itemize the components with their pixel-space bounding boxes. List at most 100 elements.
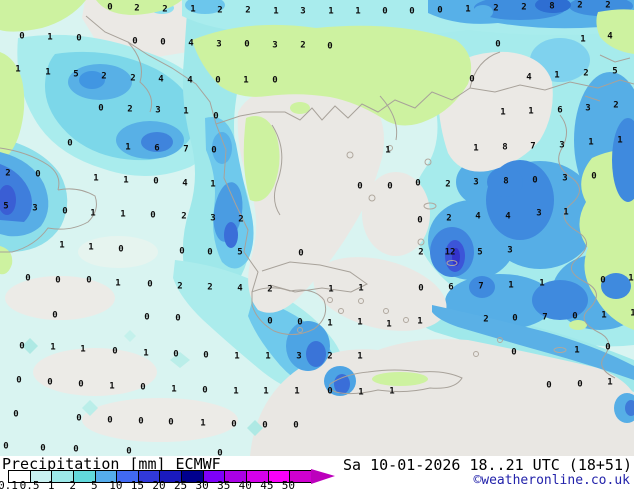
precip-value: 0 [409, 6, 415, 17]
precip-value: 0 [179, 246, 185, 257]
precip-value: 1 [607, 377, 613, 388]
legend-segment [95, 471, 118, 482]
precip-value: 3 [507, 245, 513, 256]
precip-value: 1 [465, 4, 471, 15]
precip-value: 1 [628, 273, 634, 284]
precip-value: 1 [265, 351, 271, 362]
precip-heavy-cores [0, 64, 634, 436]
precip-value: 0 [55, 275, 61, 286]
legend-segment [52, 471, 74, 482]
precip-value: 4 [475, 211, 481, 222]
precip-value: 3 [536, 208, 542, 219]
precip-value: 3 [272, 40, 278, 51]
precip-value: 1 [328, 6, 334, 17]
precip-value: 5 [477, 247, 483, 258]
precip-value: 0 [144, 312, 150, 323]
precip-value: 0 [86, 275, 92, 286]
precip-value: 0 [297, 317, 303, 328]
precip-value: 2 [577, 0, 583, 11]
precip-value: 1 [417, 316, 423, 327]
precip-value: 3 [473, 177, 479, 188]
precip-value: 0 [153, 176, 159, 187]
precip-value: 1 [143, 348, 149, 359]
precip-value: 1 [355, 6, 361, 17]
precip-value: 2 [327, 351, 333, 362]
precip-value: 1 [88, 242, 94, 253]
legend-segment [290, 471, 311, 482]
precip-value: 2 [177, 281, 183, 292]
precip-value: 1 [528, 106, 534, 117]
precip-value: 5 [612, 66, 618, 77]
precip-value: 4 [187, 75, 193, 86]
precip-value: 1 [580, 34, 586, 45]
precip-value: 0 [107, 2, 113, 13]
precip-value: 0 [415, 178, 421, 189]
precip-value: 1 [50, 342, 56, 353]
precip-value: 8 [549, 1, 555, 12]
legend-segment [160, 471, 183, 482]
precip-value: 0 [175, 313, 181, 324]
precip-value: 0 [213, 111, 219, 122]
precip-value: 1 [125, 142, 131, 153]
precip-value: 2 [207, 282, 213, 293]
legend-tick: 45 [260, 479, 274, 490]
precip-value: 7 [530, 141, 536, 152]
precip-value: 1 [588, 137, 594, 148]
precip-value: 1 [508, 280, 514, 291]
precip-value: 1 [358, 387, 364, 398]
precip-value: 0 [231, 419, 237, 430]
precip-value: 1 [357, 351, 363, 362]
precip-value: 2 [446, 213, 452, 224]
precip-value: 1 [200, 418, 206, 429]
precip-value: 0 [217, 448, 223, 459]
precip-value: 0 [19, 31, 25, 42]
precip-value: 0 [387, 181, 393, 192]
precip-value: 3 [216, 39, 222, 50]
precip-value: 2 [300, 40, 306, 51]
precip-value: 1 [358, 283, 364, 294]
precip-value: 8 [502, 142, 508, 153]
legend-segment [30, 471, 53, 482]
precip-value: 1 [210, 179, 216, 190]
precip-value: 4 [505, 211, 511, 222]
precip-value: 0 [78, 379, 84, 390]
precip-value: 1 [386, 319, 392, 330]
precip-value: 0 [417, 215, 423, 226]
precip-value: 1 [539, 278, 545, 289]
precip-value: 1 [574, 345, 580, 356]
precip-value: 0 [73, 444, 79, 455]
precip-value: 2 [5, 168, 11, 179]
precip-value: 0 [469, 74, 475, 85]
precip-value: 0 [512, 313, 518, 324]
precip-value: 0 [495, 39, 501, 50]
precip-value: 1 [328, 284, 334, 295]
precip-value: 3 [155, 105, 161, 116]
legend-tick: 35 [217, 479, 231, 490]
precip-value: 0 [132, 36, 138, 47]
precip-value: 0 [532, 175, 538, 186]
precip-value: 1 [357, 317, 363, 328]
precip-value: 2 [418, 247, 424, 258]
precip-value: 1 [90, 208, 96, 219]
precip-value: 1 [59, 240, 65, 251]
precip-value: 1 [473, 143, 479, 154]
precip-value: 0 [577, 379, 583, 390]
precip-value: 3 [32, 203, 38, 214]
precip-value: 0 [605, 342, 611, 353]
legend-ticks: 0.1 0.5 1 2 5 10 15 20 25 30 35 40 45 50 [0, 479, 634, 490]
precip-value: 0 [437, 5, 443, 16]
precip-value: 8 [503, 176, 509, 187]
precip-value: 0 [327, 41, 333, 52]
legend-unit: [mm] [129, 455, 166, 473]
legend-tick: 15 [130, 479, 145, 490]
precip-value: 0 [203, 350, 209, 361]
precip-value: 1 [45, 67, 51, 78]
precip-value: 3 [210, 213, 216, 224]
precip-value: 2 [605, 0, 611, 11]
legend-tick: 10 [109, 479, 123, 490]
precip-value: 7 [542, 312, 548, 323]
precip-value: 0 [215, 75, 221, 86]
